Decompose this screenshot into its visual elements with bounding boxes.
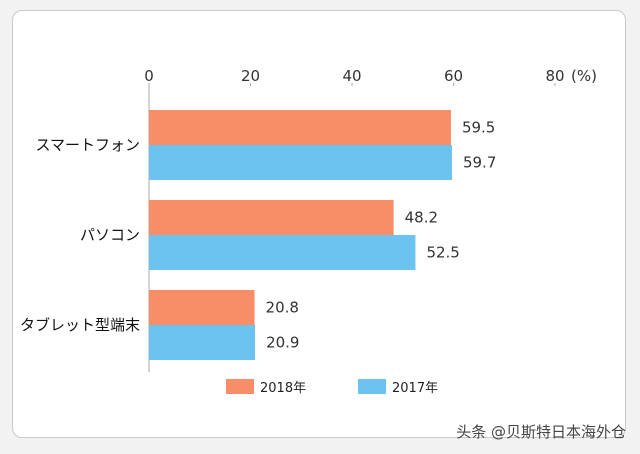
x-tick-label: 0 (144, 67, 154, 85)
data-label: 20.9 (266, 334, 299, 352)
x-tick-label: 40 (342, 67, 361, 85)
data-label: 48.2 (405, 209, 438, 227)
legend-swatch (358, 379, 386, 394)
watermark-text: 头条 @贝斯特日本海外仓 (456, 423, 626, 441)
bar (149, 110, 451, 145)
category-label: パソコン (80, 226, 140, 244)
data-label: 59.5 (462, 119, 495, 137)
x-unit-label: (%) (571, 67, 597, 85)
legend-label: 2017年 (392, 381, 438, 396)
bar (149, 235, 416, 270)
legend-swatch (226, 379, 254, 394)
bar (149, 145, 452, 180)
bar (149, 200, 394, 235)
data-label: 20.8 (266, 299, 299, 317)
data-label: 59.7 (463, 154, 496, 172)
category-label: タブレット型端末 (20, 316, 140, 334)
bar (149, 290, 255, 325)
data-label: 52.5 (426, 244, 459, 262)
x-tick-label: 80 (545, 67, 564, 85)
legend-label: 2018年 (260, 381, 306, 396)
bar (149, 325, 256, 360)
x-tick-label: 20 (241, 67, 260, 85)
x-tick-label: 60 (444, 67, 463, 85)
category-label: スマートフォン (35, 136, 140, 154)
